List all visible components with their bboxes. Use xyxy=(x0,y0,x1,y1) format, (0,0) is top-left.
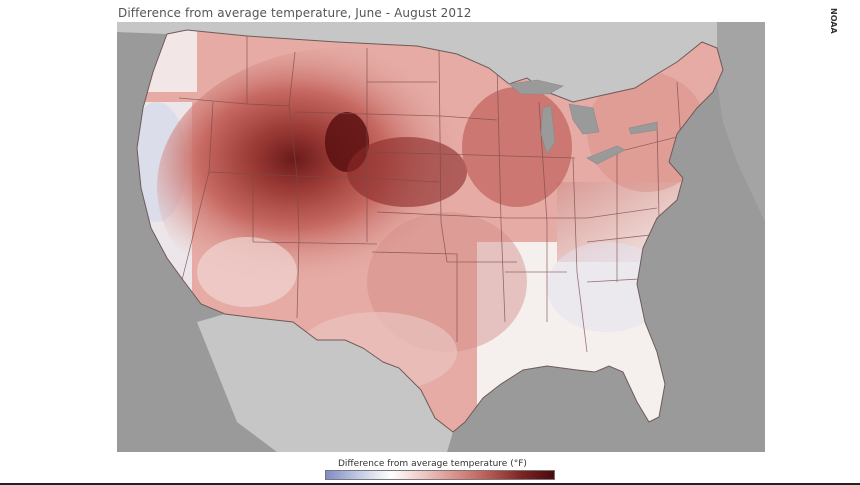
mexico-region xyxy=(197,314,453,452)
state-boundaries xyxy=(178,36,698,353)
legend-title: Difference from average temperature (°F) xyxy=(338,459,527,469)
lake-erie xyxy=(586,145,626,165)
canada-region xyxy=(117,22,765,102)
lake-superior xyxy=(508,79,564,95)
conus-outline xyxy=(136,29,724,433)
lake-huron xyxy=(568,103,600,135)
great-lakes xyxy=(508,79,658,165)
bottom-rule xyxy=(0,483,860,485)
legend-color-scale xyxy=(325,470,555,480)
us-map-svg xyxy=(117,22,765,452)
temperature-anomaly-map xyxy=(117,22,765,452)
atlantic-coastal-area xyxy=(717,22,765,222)
lake-ontario xyxy=(628,121,658,135)
map-title: Difference from average temperature, Jun… xyxy=(118,6,472,20)
lake-michigan xyxy=(540,105,556,155)
noaa-credit: NOAA xyxy=(829,8,838,34)
